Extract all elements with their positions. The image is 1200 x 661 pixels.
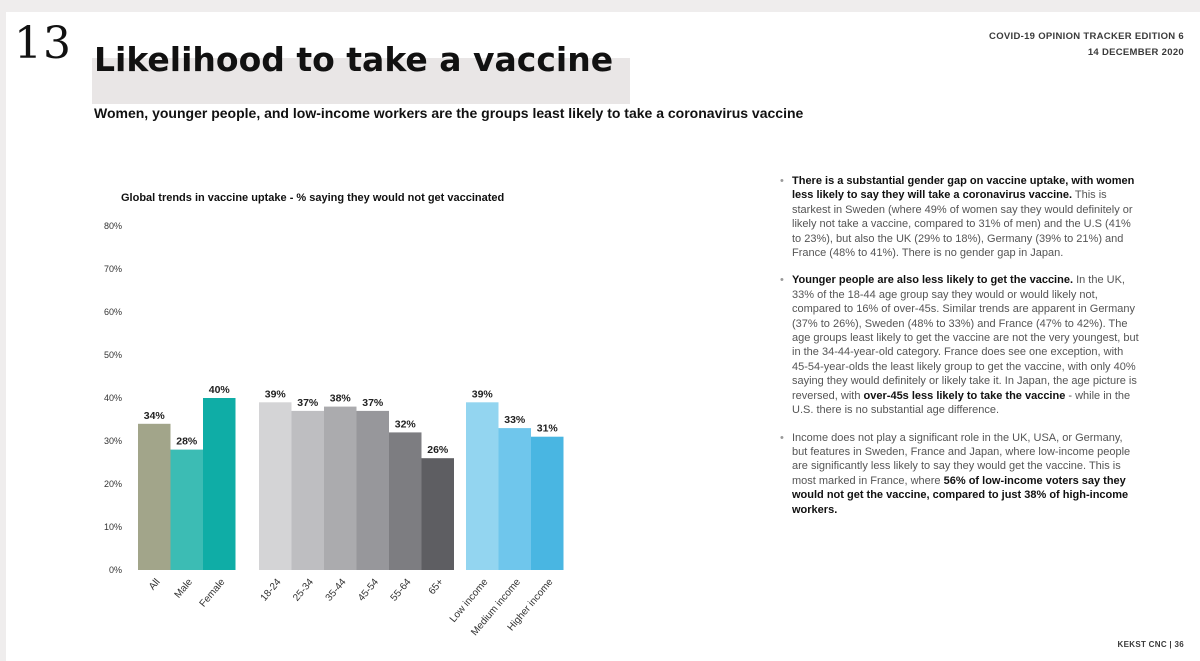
x-tick-label: Male [173,577,196,601]
note-income: • Income does not play a significant rol… [780,431,1140,517]
x-tick-label: 45-54 [356,577,381,604]
y-axis: 0% 10% 20% 30% 40% 50% 60% 70% 80% [104,221,122,575]
y-tick-label: 70% [104,264,122,274]
x-tick-label: 35-44 [324,577,349,604]
data-label: 31% [537,423,559,435]
bar [389,432,422,570]
x-tick-label: 65+ [427,577,446,597]
y-tick-label: 10% [104,522,122,532]
bar [466,402,499,570]
x-tick-label: 18-24 [259,577,284,604]
note-age: • Younger people are also less likely to… [780,273,1140,417]
bar [421,458,454,570]
note-body: In the UK, 33% of the 18-44 age group sa… [792,274,1139,402]
bar [356,410,389,570]
bar [259,402,292,570]
footer: KEKST CNC | 36 [1117,640,1184,649]
note-body: This is starkest in Sweden (where 49% of… [792,189,1133,260]
bullet-icon: • [780,175,784,187]
note-body: Income does not play a significant role … [792,431,1131,487]
bar [324,406,357,570]
y-tick-label: 60% [104,307,122,317]
y-tick-label: 50% [104,350,122,360]
page-subtitle: Women, younger people, and low-income wo… [94,105,804,121]
bullet-icon: • [780,431,784,444]
page-number: 13 [14,18,72,69]
bullet-icon: • [780,274,784,287]
y-tick-label: 80% [104,221,122,231]
edition-label: COVID-19 OPINION TRACKER EDITION 6 [989,31,1184,42]
bar [531,436,564,570]
data-label: 28% [176,436,198,448]
data-label: 26% [427,444,449,456]
chart-title: Global trends in vaccine uptake - % sayi… [121,192,504,204]
x-tick-label: All [147,577,163,593]
bar [498,428,531,570]
edition-info: COVID-19 OPINION TRACKER EDITION 6 14 DE… [989,29,1184,61]
y-tick-label: 0% [109,565,122,575]
x-axis-labels: All Male Female 18-24 25-34 35-44 45-54 55-64 65… [147,577,556,638]
y-tick-label: 20% [104,479,122,489]
page-title: Likelihood to take a vaccine [94,40,614,79]
note-lead: There is a substantial gender gap on vac… [792,175,1135,202]
x-tick-label: 25-34 [291,577,316,604]
y-tick-label: 40% [104,393,122,403]
data-label: 39% [472,388,494,400]
vaccine-uptake-bar-chart: Global trends in vaccine uptake - % sayi… [104,192,564,638]
edition-date: 14 DECEMBER 2020 [1087,47,1184,58]
data-label: 37% [362,397,384,409]
bar [291,410,324,570]
slide: 13 Likelihood to take a vaccine COVID-19… [6,12,1200,661]
bar [138,423,171,570]
note-emphasis: 56% of low-income voters say they would … [792,474,1129,516]
data-label: 39% [265,388,287,400]
note-tail: - while in the U.S. there is no substant… [792,389,1131,417]
note-gender: • There is a substantial gender gap on v… [780,174,1140,260]
title-highlight-band [92,58,630,104]
data-label: 40% [209,384,231,396]
data-label: 33% [504,414,526,426]
y-tick-label: 30% [104,436,122,446]
note-emphasis: over-45s less likely to take the vaccine [863,389,1066,402]
data-label: 37% [297,397,319,409]
bars [138,398,564,570]
value-labels: 34% 28% 40% 39% 37% 38% 37% 32% 26% 39% 33% 31% [144,384,559,456]
x-tick-label: Female [198,577,228,610]
data-label: 32% [395,418,417,430]
bar [203,398,236,570]
data-label: 34% [144,410,166,422]
commentary: • There is a substantial gender gap on v… [780,174,1140,530]
x-tick-label: 55-64 [389,577,414,604]
data-label: 38% [330,393,352,405]
note-lead: Younger people are also less likely to g… [792,274,1074,287]
bar [170,449,203,570]
